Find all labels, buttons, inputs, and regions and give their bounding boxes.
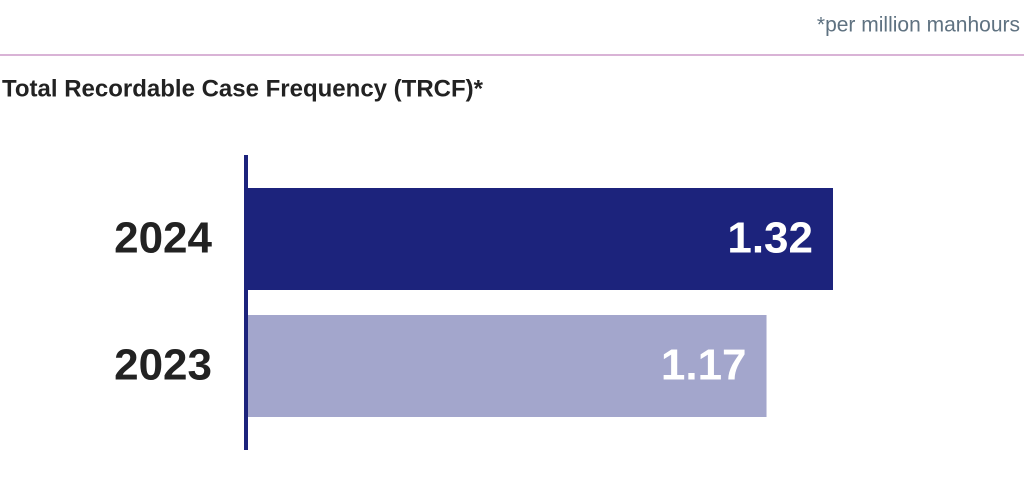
value-label: 1.32 (727, 214, 813, 263)
value-label: 1.17 (661, 341, 747, 390)
bar (248, 315, 767, 417)
bar (248, 188, 833, 290)
category-label: 2023 (114, 341, 212, 390)
chart-title: Total Recordable Case Frequency (TRCF)* (2, 75, 484, 102)
footnote: *per million manhours (817, 14, 1020, 37)
category-label: 2024 (114, 214, 212, 263)
